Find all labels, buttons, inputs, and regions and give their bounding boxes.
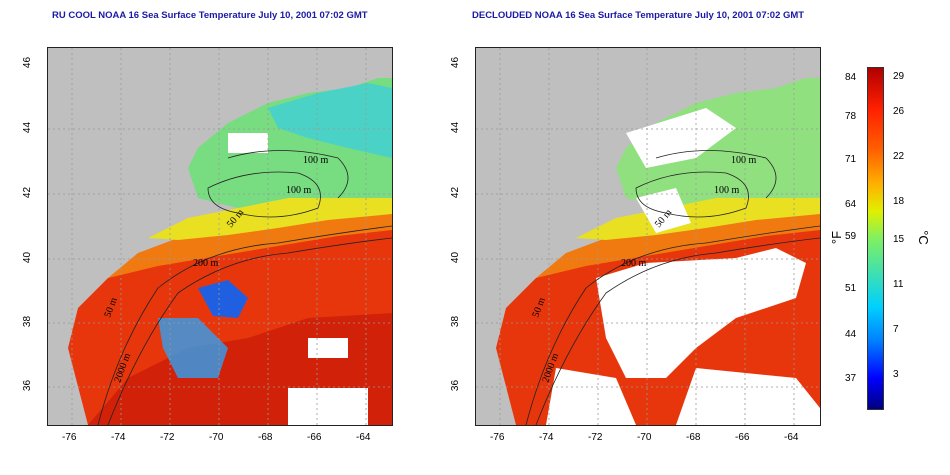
decloud-gap-2 xyxy=(546,368,636,425)
lon-tick: -72 xyxy=(160,432,175,443)
celsius-tick: 11 xyxy=(893,279,904,290)
yellow-water xyxy=(576,198,820,240)
decloud-gap-5 xyxy=(636,188,691,233)
fahrenheit-unit-label: °F xyxy=(829,230,845,245)
lat-tick: 36 xyxy=(450,379,462,392)
cold-patch xyxy=(198,280,248,318)
celsius-tick: 26 xyxy=(893,106,905,117)
lat-tick: 46 xyxy=(450,56,462,69)
contour-label-100-upper: 100 m xyxy=(303,155,329,166)
fahrenheit-tick: 37 xyxy=(845,373,857,384)
fahrenheit-tick: 64 xyxy=(845,199,857,210)
cloud-gap-2 xyxy=(308,338,348,358)
celsius-tick: 15 xyxy=(893,234,905,245)
cloud-gap xyxy=(228,133,268,153)
lon-tick: -76 xyxy=(62,432,77,443)
cool-water-cyan xyxy=(268,83,392,158)
fahrenheit-tick: 44 xyxy=(845,329,857,340)
contour-label-200: 200 m xyxy=(621,258,647,269)
lon-tick: -74 xyxy=(111,432,126,443)
lon-tick: -64 xyxy=(356,432,371,443)
celsius-tick: 29 xyxy=(893,71,905,82)
lat-tick: 44 xyxy=(22,121,34,134)
lat-tick: 42 xyxy=(450,186,462,199)
lon-tick: -76 xyxy=(490,432,505,443)
lat-tick: 46 xyxy=(22,56,34,69)
decloud-gap-3 xyxy=(676,368,820,425)
lon-tick: -68 xyxy=(686,432,701,443)
cold-patch-2 xyxy=(158,318,228,378)
lat-tick: 42 xyxy=(22,186,34,199)
contour-label-200: 200 m xyxy=(193,258,219,269)
cloud-gap-3 xyxy=(288,388,368,425)
lat-tick: 44 xyxy=(450,121,462,134)
left-sst-map[interactable]: 100 m 100 m 50 m 200 m 50 m 2000 m xyxy=(47,47,393,426)
celsius-tick: 3 xyxy=(893,369,899,380)
temperature-colorbar xyxy=(867,67,884,410)
left-map-title: RU COOL NOAA 16 Sea Surface Temperature … xyxy=(52,10,368,21)
lat-tick: 40 xyxy=(22,251,34,264)
lon-tick: -74 xyxy=(539,432,554,443)
lon-tick: -72 xyxy=(588,432,603,443)
lon-tick: -70 xyxy=(637,432,652,443)
shelf-water xyxy=(536,213,820,278)
lat-tick: 38 xyxy=(22,315,34,328)
contour-label-100-lower: 100 m xyxy=(714,185,740,196)
celsius-unit-label: °C xyxy=(915,230,931,245)
celsius-tick: 7 xyxy=(893,324,899,335)
left-map-canvas: 100 m 100 m 50 m 200 m 50 m 2000 m xyxy=(48,48,392,425)
bathymetry-contours xyxy=(97,150,392,425)
yellow-water xyxy=(148,198,392,240)
graticule xyxy=(476,48,820,425)
lat-tick: 36 xyxy=(22,379,34,392)
fahrenheit-tick: 59 xyxy=(845,231,857,242)
graticule xyxy=(48,48,392,425)
celsius-tick: 22 xyxy=(893,151,905,162)
right-map-title: DECLOUDED NOAA 16 Sea Surface Temperatur… xyxy=(472,10,805,21)
fahrenheit-tick: 71 xyxy=(845,154,857,165)
celsius-tick: 18 xyxy=(893,196,905,207)
lon-tick: -66 xyxy=(735,432,750,443)
lon-tick: -66 xyxy=(307,432,322,443)
lat-tick: 38 xyxy=(450,315,462,328)
right-sst-map[interactable]: 100 m 100 m 50 m 200 m 50 m 2000 m xyxy=(475,47,821,426)
decloud-gap-4 xyxy=(626,108,736,168)
contour-label-100-lower: 100 m xyxy=(286,185,312,196)
right-map-canvas: 100 m 100 m 50 m 200 m 50 m 2000 m xyxy=(476,48,820,425)
fahrenheit-tick: 51 xyxy=(845,283,857,294)
bathymetry-contours xyxy=(525,150,820,425)
contour-label-100-upper: 100 m xyxy=(731,155,757,166)
decloud-gap xyxy=(596,248,806,378)
lon-tick: -70 xyxy=(209,432,224,443)
fahrenheit-tick: 84 xyxy=(845,72,857,83)
lon-tick: -68 xyxy=(258,432,273,443)
lon-tick: -64 xyxy=(784,432,799,443)
cool-water-region xyxy=(616,78,820,208)
shelf-water xyxy=(108,213,392,278)
lat-tick: 40 xyxy=(450,251,462,264)
fahrenheit-tick: 78 xyxy=(845,111,857,122)
